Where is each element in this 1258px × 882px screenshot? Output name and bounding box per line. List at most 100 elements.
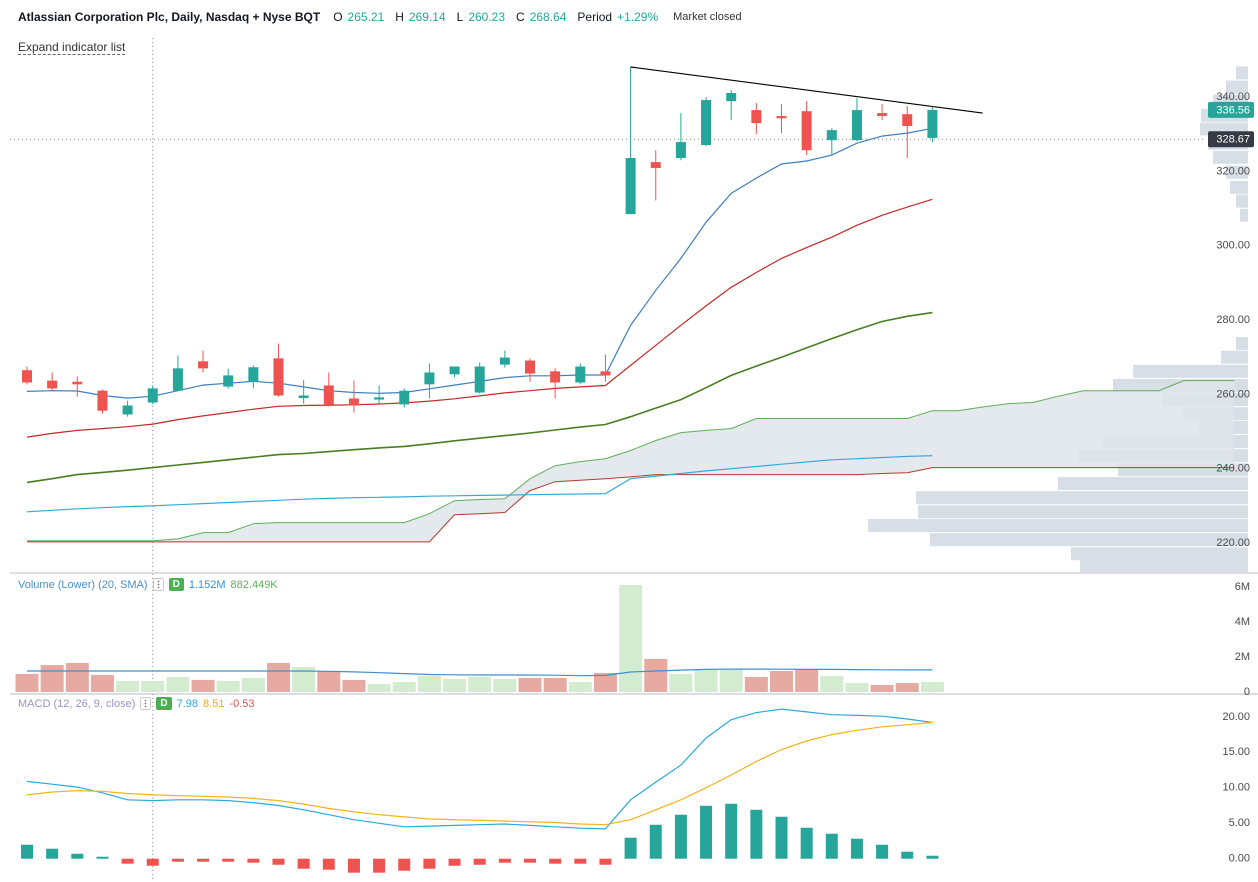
candle-body xyxy=(826,130,837,141)
price-tag-label: 328.67 xyxy=(1216,134,1250,146)
volume-bar xyxy=(845,683,869,692)
macd-histogram-bar xyxy=(700,805,713,859)
candle-body xyxy=(223,375,234,387)
volume-bar xyxy=(216,680,240,692)
y-tick-label: 20.00 xyxy=(1222,711,1250,723)
price-tag xyxy=(1208,101,1254,118)
candle-body xyxy=(22,370,32,383)
period-label: Period xyxy=(577,10,613,24)
volume-bar xyxy=(317,670,341,692)
y-tick-label: 260.00 xyxy=(1216,388,1250,400)
y-tick-label: 0 xyxy=(1244,686,1250,698)
macd-histogram-bar xyxy=(21,844,33,859)
y-tick-label: 10.00 xyxy=(1222,782,1250,794)
candle-body xyxy=(273,358,284,396)
volume-profile-bar xyxy=(1221,350,1248,364)
volume-legend: Volume (Lower) (20, SMA) D 1.152M 882.44… xyxy=(18,578,278,591)
candle-body xyxy=(449,366,460,375)
volume-bar xyxy=(116,680,140,692)
macd-histogram-bar xyxy=(398,858,411,871)
ohlc-value: 260.23 xyxy=(468,10,506,24)
macd-histogram-bar xyxy=(649,824,662,859)
volume-bar xyxy=(593,672,617,692)
menu-icon[interactable] xyxy=(140,697,152,710)
moving-average xyxy=(26,127,933,399)
volume-bar xyxy=(543,677,567,692)
candle-body xyxy=(424,372,435,385)
volume-bar xyxy=(493,679,517,692)
candle-body xyxy=(751,110,762,124)
legend-readout: -0.53 xyxy=(229,697,255,710)
macd-histogram-bar xyxy=(574,858,587,864)
ohlc-value: 265.21 xyxy=(347,10,385,24)
volume-profile-bar xyxy=(1236,66,1248,80)
volume-bar xyxy=(241,677,265,692)
macd-histogram-bar xyxy=(750,809,763,859)
candle-body xyxy=(675,142,686,159)
volume-profile-bar xyxy=(1213,150,1248,164)
candle-body xyxy=(927,109,938,138)
candle-body xyxy=(72,381,83,385)
signal-line xyxy=(26,721,933,826)
y-tick-label: 240.00 xyxy=(1216,463,1250,475)
volume-bar xyxy=(267,662,290,692)
legend-readout: 882.449K xyxy=(230,578,278,591)
legend-badge[interactable]: D xyxy=(156,697,172,710)
volume-bar xyxy=(443,679,467,692)
legend-badge[interactable]: D xyxy=(168,578,184,591)
chart-title: Atlassian Corporation Plc, Daily, Nasdaq… xyxy=(18,10,321,24)
volume-bar xyxy=(744,676,768,692)
legend-readout: 7.98 xyxy=(176,697,199,710)
macd-histogram-bar xyxy=(549,858,562,864)
trendline xyxy=(630,66,983,114)
y-tick-label: 2M xyxy=(1235,651,1250,663)
candle-body xyxy=(801,111,812,151)
cloud-upper xyxy=(27,380,1235,542)
candle-body xyxy=(147,388,158,403)
macd-histogram-bar xyxy=(473,858,486,865)
candle-body xyxy=(474,366,485,393)
candle-body xyxy=(525,360,535,374)
volume-bar xyxy=(166,676,190,692)
macd-legend: MACD (12, 26, 9, close) D 7.98 8.51 -0.5… xyxy=(18,697,255,710)
candle-body xyxy=(97,390,108,411)
volume-bar xyxy=(65,662,89,692)
y-tick-label: 320.00 xyxy=(1216,165,1250,177)
macd-histogram-bar xyxy=(901,851,914,859)
volume-bar xyxy=(568,682,592,692)
ohlc-value: 269.14 xyxy=(408,10,446,24)
volume-bar xyxy=(870,684,894,692)
candle-body xyxy=(47,380,58,389)
macd-histogram-bar xyxy=(599,858,612,865)
volume-profile-bar xyxy=(1226,165,1248,179)
macd-histogram-bar xyxy=(322,858,335,870)
macd-histogram-bar xyxy=(46,848,59,859)
moving-average xyxy=(26,311,933,484)
volume-bar xyxy=(367,683,391,692)
expand-indicators[interactable]: Expand indicator list xyxy=(18,40,126,55)
volume-bar xyxy=(895,683,919,692)
menu-icon[interactable] xyxy=(152,578,164,591)
y-tick-label: 15.00 xyxy=(1222,746,1250,758)
volume-profile-bar xyxy=(1230,180,1248,194)
macd-histogram-bar xyxy=(121,858,134,864)
menu-dots xyxy=(157,580,160,589)
candle-body xyxy=(499,357,510,365)
ohlc-label: C xyxy=(516,10,525,24)
volume-profile-bar xyxy=(1071,547,1248,561)
volume-bar xyxy=(518,677,542,692)
volume-profile-bar xyxy=(868,519,1248,533)
candle-body xyxy=(851,110,862,141)
macd-line xyxy=(26,708,933,830)
ohlc-value: 268.64 xyxy=(529,10,567,24)
candle-body xyxy=(701,100,712,146)
legend-title: Volume (Lower) (20, SMA) xyxy=(18,578,148,591)
y-tick-label: 220.00 xyxy=(1216,537,1250,549)
volume-bar xyxy=(342,679,366,692)
candle-body xyxy=(399,390,410,405)
candle-body xyxy=(650,162,661,169)
candle-body xyxy=(172,368,183,391)
volume-bar xyxy=(619,585,643,692)
macd-histogram-bar xyxy=(876,844,889,859)
